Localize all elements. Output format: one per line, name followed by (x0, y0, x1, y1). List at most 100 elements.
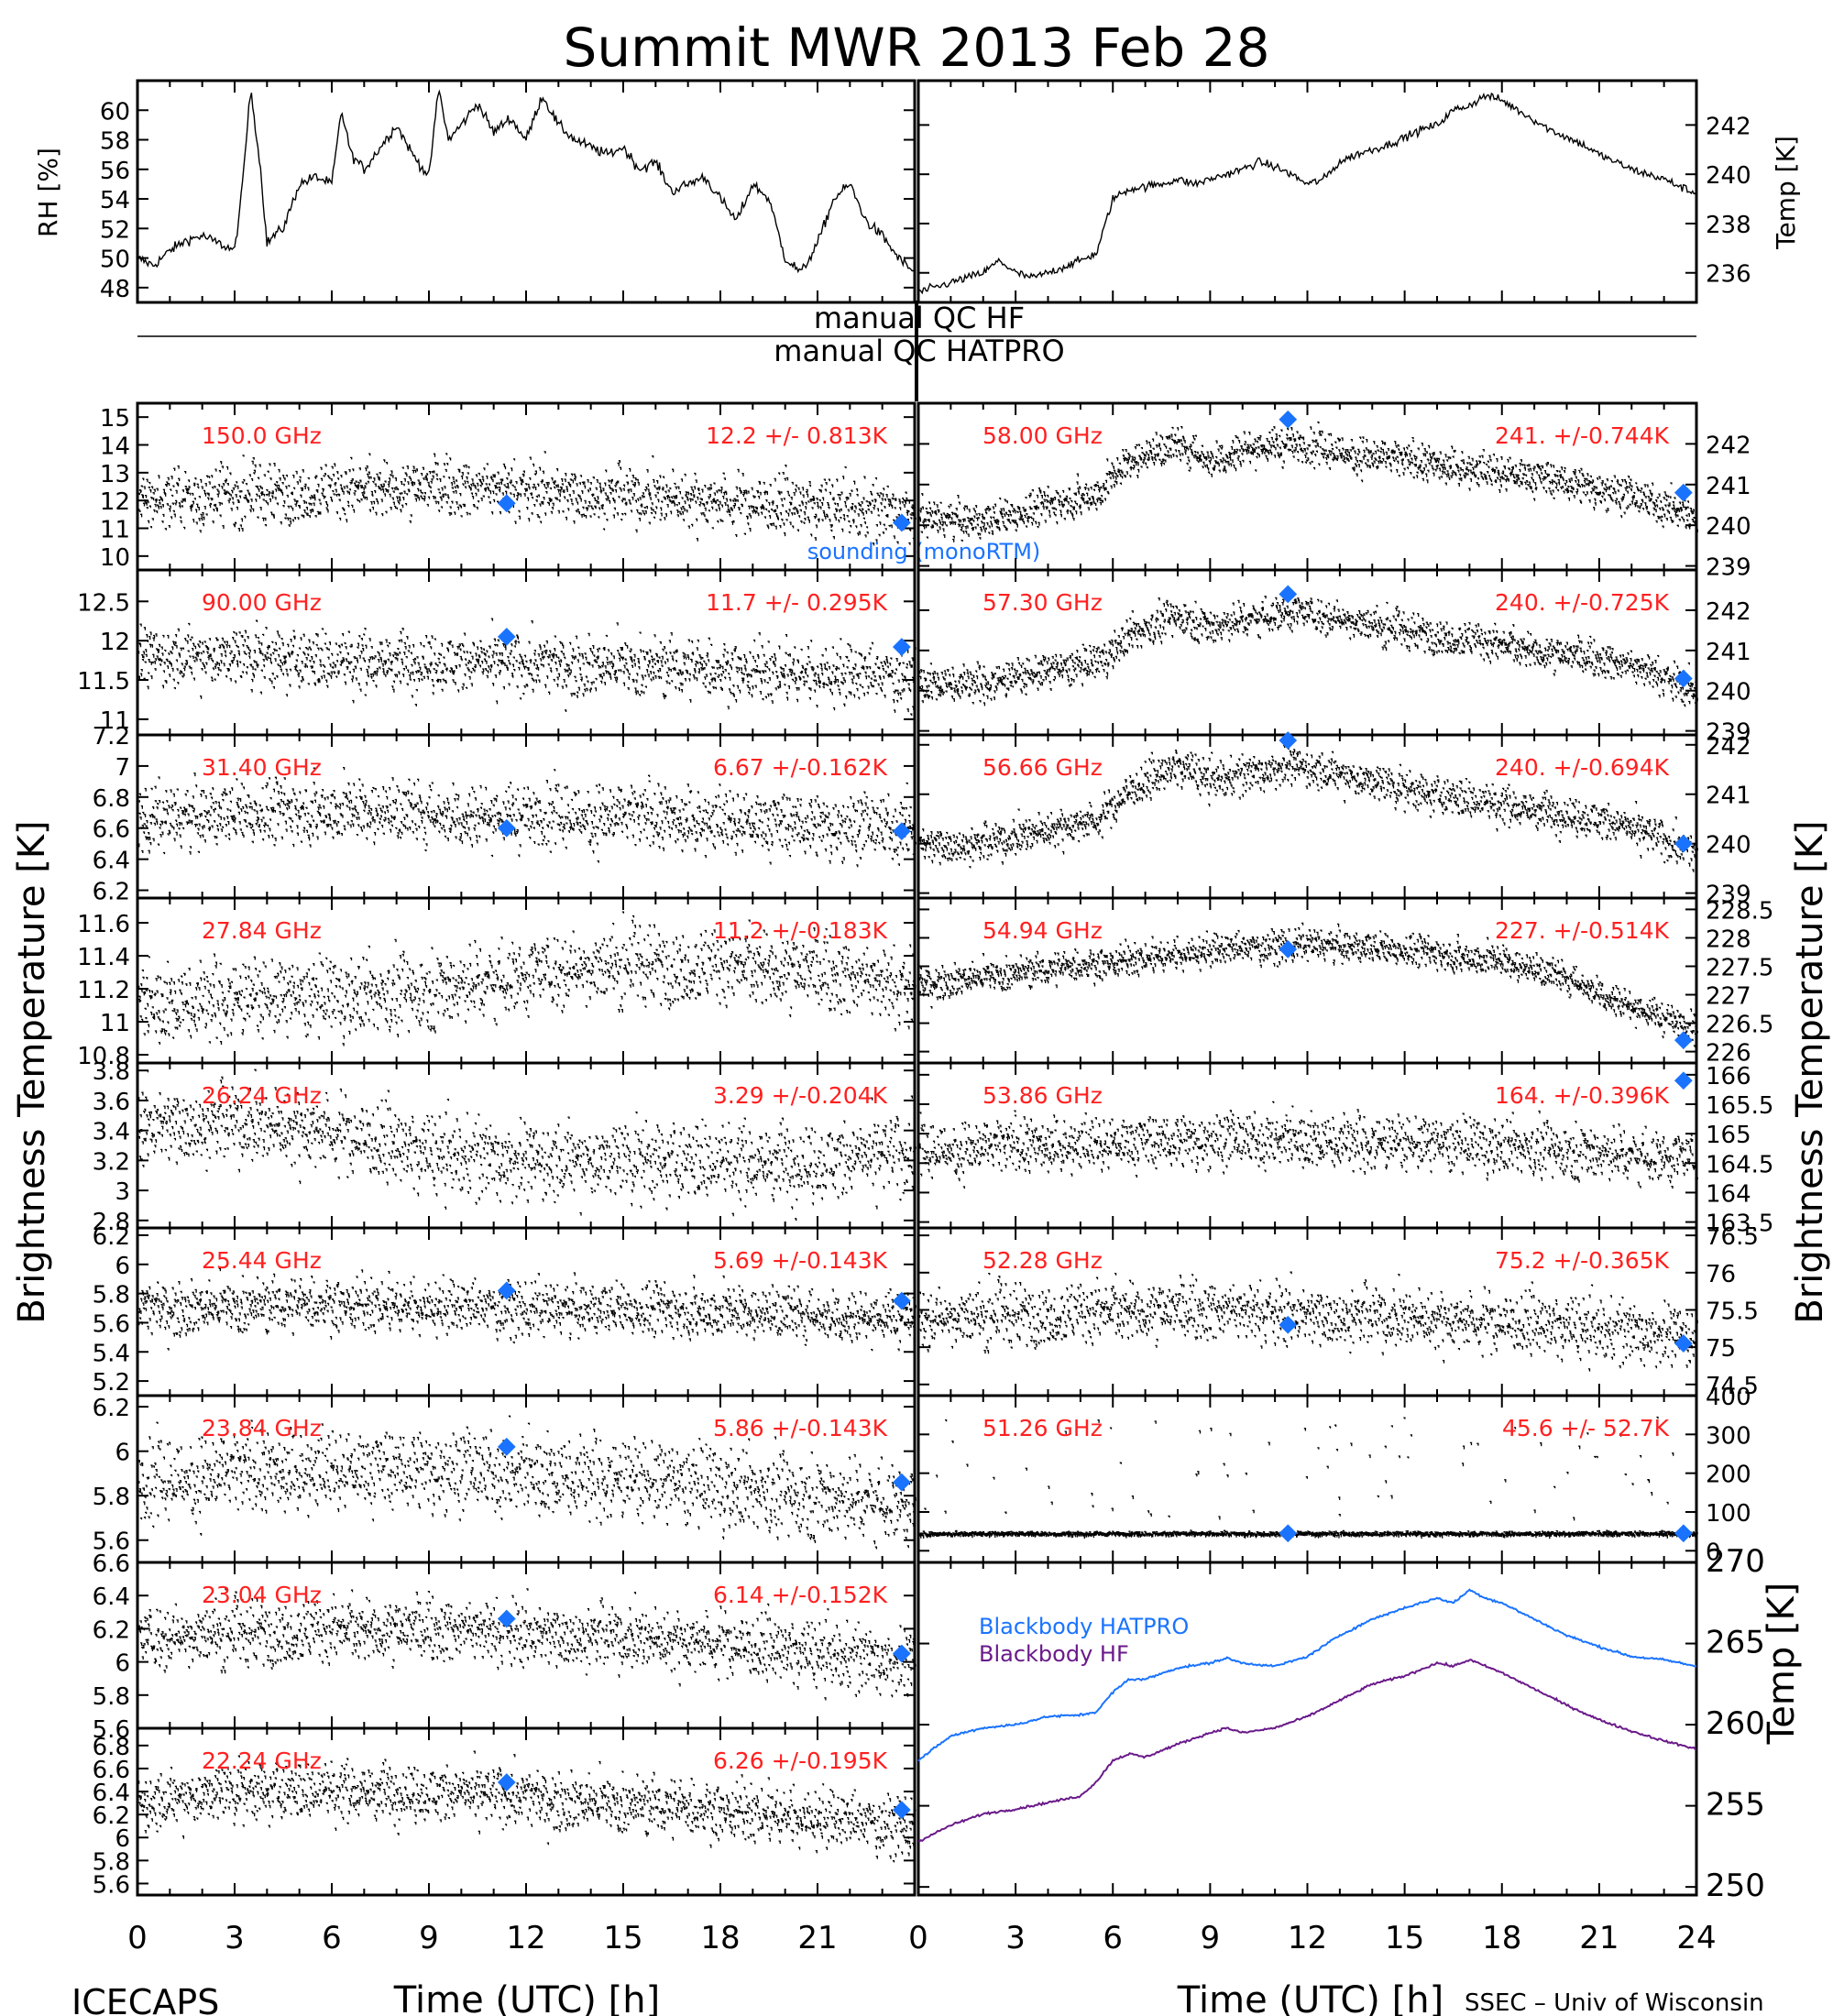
y-tick-label: 239 (1706, 882, 1751, 909)
y-tick-label: 2.8 (93, 1209, 130, 1236)
sounding-marker (497, 818, 516, 838)
y-tick-label: 242 (1706, 113, 1751, 140)
time-axis-label-left: Time (UTC) [h] (393, 1979, 660, 2016)
freq-label: 90.00 GHz (202, 589, 322, 616)
y-tick-label: 3.2 (93, 1148, 130, 1176)
y-tick-label: 11.5 (77, 668, 130, 696)
sounding-marker (892, 638, 911, 656)
y-tick-label: 5.4 (93, 1340, 130, 1367)
freq-label: 25.44 GHz (202, 1247, 322, 1274)
y-tick-label: 166 (1706, 1063, 1751, 1090)
sounding-marker (1279, 731, 1298, 750)
sounding-marker (497, 494, 516, 513)
stat-label: 45.6 +/- 52.7K (1502, 1415, 1670, 1441)
x-tick-label: 0 (908, 1920, 928, 1956)
y-tick-label: 240 (1706, 162, 1751, 190)
y-tick-label: 240 (1706, 832, 1751, 860)
y-tick-label: 238 (1706, 212, 1751, 239)
x-tick-label: 18 (700, 1920, 740, 1956)
stat-label: 6.26 +/-0.195K (713, 1748, 888, 1774)
y-tick-label: 227.5 (1706, 954, 1773, 981)
sounding-marker (497, 1609, 516, 1628)
panel-hf-9: 5.65.866.26.46.66.8 22.24 GHz 6.26 +/-0.19… (93, 1726, 916, 1899)
bt-axis-label-right: Brightness Temperature [K] (1789, 820, 1831, 1323)
sounding-marker (892, 1473, 911, 1492)
panel-hatpro-1: 239 240 241 242 58.00 GHz 241. +/-0.744K (916, 401, 1751, 582)
x-tick-label: 6 (322, 1920, 342, 1956)
y-tick-label: 11 (100, 707, 130, 735)
y-tick-label: 240 (1706, 679, 1751, 707)
y-tick-label: 76 (1706, 1261, 1736, 1288)
stat-label: 11.7 +/- 0.295K (706, 589, 888, 616)
y-tick-label: 6.8 (93, 785, 130, 813)
x-tick-label: 15 (1385, 1920, 1424, 1956)
freq-label: 26.24 GHz (202, 1082, 322, 1109)
freq-label: 52.28 GHz (982, 1247, 1103, 1274)
y-tick-label: 6.2 (93, 1802, 130, 1830)
x-tick-label: 3 (225, 1920, 245, 1956)
stat-label: 12.2 +/- 0.813K (706, 422, 888, 449)
x-tick-label: 21 (1579, 1920, 1619, 1956)
sounding-marker (1674, 834, 1693, 853)
freq-label: 23.84 GHz (202, 1415, 322, 1441)
blackbody-series-1 (918, 1659, 1697, 1843)
freq-label: 56.66 GHz (982, 754, 1103, 781)
y-tick-label: 240 (1706, 513, 1751, 541)
y-tick-label: 12 (100, 629, 130, 656)
data-trace-hatpro-5 (918, 1101, 1698, 1189)
y-tick-label: 5.8 (93, 1484, 130, 1511)
qc-hf-label: manual QC HF (814, 301, 1025, 335)
y-tick-label: 10 (100, 544, 130, 572)
temp-trace (917, 92, 1697, 295)
panel-hf-5: 2.8 33.23.4 3.6 3.8 26.24 GHz 3.29 +/-0.204K (93, 1058, 916, 1236)
panel-hf-8: 5.6 5.8 6 6.2 6.4 6.6 23.04 GHz 6.14 +/-0.152K (93, 1550, 916, 1744)
y-tick-label: 241 (1706, 639, 1751, 666)
sounding-note: sounding (monoRTM) (807, 539, 1041, 564)
y-tick-label: 5.8 (93, 1282, 130, 1309)
sounding-marker (1674, 669, 1693, 688)
panel-hf-2: 11 11.5 12 12.5 90.00 GHz 11.7 +/- 0.295K (77, 568, 916, 737)
y-tick-label: 260 (1706, 1705, 1765, 1742)
y-tick-label: 11.2 (77, 977, 130, 1004)
y-tick-label: 11 (100, 1010, 130, 1037)
y-tick-label: 0 (1706, 1539, 1721, 1566)
y-tick-label: 6.8 (93, 1734, 130, 1761)
sounding-marker (892, 1644, 911, 1663)
panel-hf-6: 5.25.45.65.866.2 25.44 GHz 5.69 +/-0.143K (93, 1223, 916, 1397)
panel-hatpro-2: 239 240 241 242 57.30 GHz 240. +/-0.725K (916, 568, 1751, 747)
bt-axis-label-left: Brightness Temperature [K] (11, 820, 53, 1323)
y-tick-label: 3.4 (93, 1119, 130, 1146)
y-tick-label: 200 (1706, 1462, 1751, 1489)
data-trace-hf-8 (137, 1588, 916, 1701)
panel-blackbody: 250 255 260 265 270 Blackbody HATPROBlackbody… (916, 1543, 1803, 1904)
sounding-marker (1279, 1524, 1298, 1543)
y-tick-label: 400 (1706, 1384, 1751, 1411)
y-tick-label: 6.2 (93, 1616, 130, 1644)
panel-hf-4: 10.8 11 11.2 11.4 11.6 27.84 GHz 11.2 +/-0.183… (77, 896, 916, 1070)
y-tick-label: 239 (1706, 719, 1751, 747)
data-trace-hatpro-1 (918, 422, 1698, 542)
stat-label: 240. +/-0.694K (1495, 754, 1670, 781)
y-tick-label: 76.5 (1706, 1223, 1759, 1251)
y-tick-label: 255 (1706, 1787, 1765, 1824)
stat-label: 164. +/-0.396K (1495, 1082, 1670, 1109)
stat-label: 241. +/-0.744K (1495, 422, 1670, 449)
y-tick-label: 48 (100, 276, 130, 303)
y-tick-label: 12.5 (77, 589, 130, 617)
y-tick-label: 250 (1706, 1868, 1765, 1904)
sounding-marker (892, 513, 911, 532)
legend-entry: Blackbody HF (979, 1641, 1129, 1667)
y-tick-label: 11.6 (77, 911, 130, 938)
sounding-marker (1674, 1031, 1693, 1050)
data-trace-hatpro-6 (918, 1271, 1698, 1372)
stat-label: 6.14 +/-0.152K (713, 1582, 888, 1608)
x-tick-label: 12 (1288, 1920, 1327, 1956)
y-tick-label: 6 (115, 1440, 130, 1467)
y-tick-label: 6.4 (93, 1780, 130, 1807)
y-tick-label: 12 (100, 488, 130, 516)
panel-hatpro-7: 0 100 200 300 400 51.26 GHz 45.6 +/- 52.7K (916, 1384, 1751, 1566)
sounding-marker (1279, 410, 1298, 429)
